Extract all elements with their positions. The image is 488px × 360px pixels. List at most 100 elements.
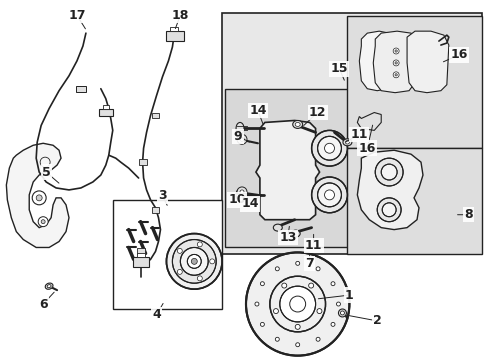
Circle shape xyxy=(311,130,346,166)
Circle shape xyxy=(317,136,341,160)
Ellipse shape xyxy=(340,311,344,315)
Ellipse shape xyxy=(45,283,53,289)
Circle shape xyxy=(381,164,396,180)
Circle shape xyxy=(295,343,299,347)
Circle shape xyxy=(394,74,397,76)
Circle shape xyxy=(279,286,315,322)
Ellipse shape xyxy=(345,140,349,144)
Circle shape xyxy=(295,261,299,265)
Ellipse shape xyxy=(273,224,282,231)
Circle shape xyxy=(295,324,300,329)
Circle shape xyxy=(394,50,397,52)
Ellipse shape xyxy=(236,189,244,201)
Circle shape xyxy=(32,191,46,205)
Text: 7: 7 xyxy=(305,257,313,270)
Text: 9: 9 xyxy=(233,130,242,143)
Bar xyxy=(170,27,178,31)
Polygon shape xyxy=(372,31,416,93)
Polygon shape xyxy=(357,113,381,130)
Ellipse shape xyxy=(342,139,351,146)
Circle shape xyxy=(392,60,398,66)
Circle shape xyxy=(36,195,42,201)
Circle shape xyxy=(275,267,279,271)
Text: 14: 14 xyxy=(241,197,258,210)
Circle shape xyxy=(177,269,182,274)
Circle shape xyxy=(269,276,325,332)
Circle shape xyxy=(172,239,216,283)
Polygon shape xyxy=(359,31,394,91)
Circle shape xyxy=(273,309,278,314)
Circle shape xyxy=(237,134,246,144)
Circle shape xyxy=(392,48,398,54)
Circle shape xyxy=(275,337,279,341)
Bar xyxy=(138,159,146,165)
Text: 10: 10 xyxy=(228,193,245,206)
Text: 1: 1 xyxy=(345,289,353,302)
Circle shape xyxy=(254,302,258,306)
Bar xyxy=(132,257,148,267)
Ellipse shape xyxy=(292,121,302,129)
Bar xyxy=(99,109,113,117)
Text: 5: 5 xyxy=(41,166,50,179)
Text: 8: 8 xyxy=(464,208,472,221)
Bar xyxy=(346,16,481,148)
Circle shape xyxy=(324,190,334,200)
Circle shape xyxy=(317,183,341,207)
Circle shape xyxy=(180,247,208,275)
Circle shape xyxy=(245,252,349,356)
Circle shape xyxy=(240,137,244,141)
Text: 12: 12 xyxy=(308,106,325,119)
Bar xyxy=(136,253,144,257)
Circle shape xyxy=(38,217,48,227)
Text: 6: 6 xyxy=(39,297,47,311)
Polygon shape xyxy=(255,121,319,220)
Bar xyxy=(346,148,481,255)
Bar xyxy=(151,113,159,118)
Circle shape xyxy=(376,198,400,222)
Circle shape xyxy=(166,234,222,289)
Circle shape xyxy=(324,143,334,153)
Polygon shape xyxy=(357,150,422,230)
Circle shape xyxy=(237,187,246,197)
Circle shape xyxy=(177,248,182,253)
Circle shape xyxy=(187,255,201,268)
Circle shape xyxy=(315,267,320,271)
Circle shape xyxy=(197,242,202,247)
Text: 15: 15 xyxy=(330,62,347,75)
Bar xyxy=(222,13,481,255)
Polygon shape xyxy=(6,143,69,247)
Circle shape xyxy=(311,177,346,213)
Circle shape xyxy=(394,62,397,64)
Circle shape xyxy=(289,296,305,312)
Bar xyxy=(113,200,222,309)
Bar xyxy=(76,86,86,92)
Text: 18: 18 xyxy=(171,9,189,22)
Circle shape xyxy=(374,158,402,186)
Circle shape xyxy=(191,258,197,264)
Circle shape xyxy=(330,323,334,327)
Circle shape xyxy=(336,302,340,306)
Circle shape xyxy=(382,203,395,217)
Bar xyxy=(166,31,184,41)
Circle shape xyxy=(316,309,321,314)
Text: 2: 2 xyxy=(372,314,381,327)
Text: 16: 16 xyxy=(358,142,375,155)
Text: 14: 14 xyxy=(249,104,266,117)
Ellipse shape xyxy=(338,309,346,317)
Bar xyxy=(102,105,108,109)
Bar xyxy=(151,207,159,213)
Ellipse shape xyxy=(47,285,51,288)
Circle shape xyxy=(41,220,45,224)
Text: 16: 16 xyxy=(449,49,467,62)
Circle shape xyxy=(197,276,202,281)
Bar xyxy=(224,89,359,247)
Text: 3: 3 xyxy=(158,189,166,202)
Circle shape xyxy=(240,190,244,194)
Text: 13: 13 xyxy=(279,231,296,244)
Polygon shape xyxy=(406,31,448,93)
Circle shape xyxy=(315,337,320,341)
Circle shape xyxy=(40,157,50,167)
Circle shape xyxy=(392,72,398,78)
Text: 4: 4 xyxy=(152,309,161,321)
Ellipse shape xyxy=(291,230,300,237)
